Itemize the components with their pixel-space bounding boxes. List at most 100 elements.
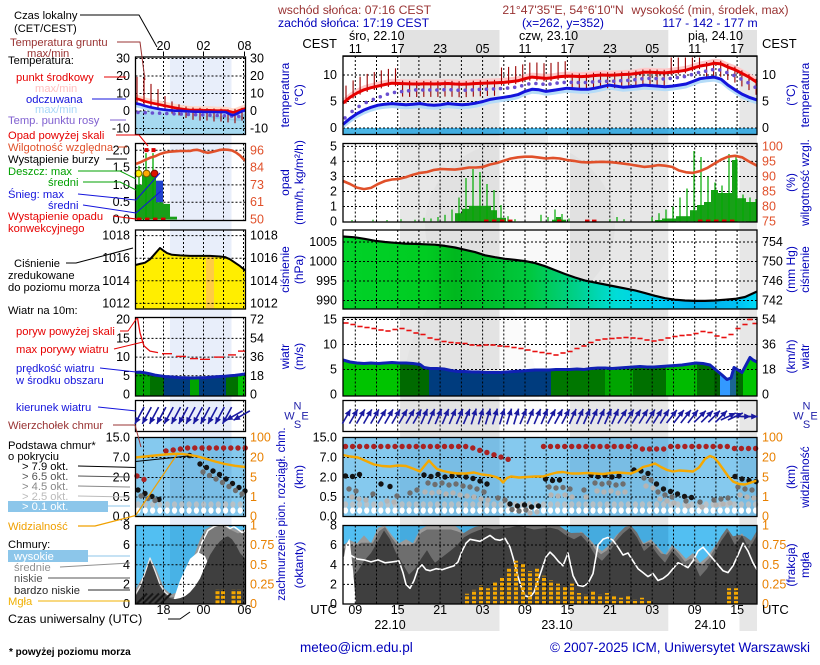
svg-text:08: 08: [238, 39, 252, 53]
svg-text:widzialność: widzialność: [798, 446, 812, 508]
svg-text:750: 750: [762, 255, 783, 269]
svg-text:(°C): (°C): [292, 84, 306, 105]
svg-text:1: 1: [762, 490, 769, 504]
svg-text:84: 84: [250, 161, 264, 175]
svg-text:średni: średni: [48, 200, 78, 212]
svg-text:Deszcz: max: Deszcz: max: [8, 166, 72, 178]
svg-text:E: E: [810, 411, 817, 423]
svg-text:zachmurzenie: zachmurzenie: [276, 529, 288, 601]
svg-text:Śnieg: max: Śnieg: max: [8, 188, 64, 201]
svg-text:max/min: max/min: [35, 83, 77, 95]
svg-text:5: 5: [250, 471, 257, 485]
svg-text:8: 8: [123, 519, 130, 533]
svg-text:1012: 1012: [102, 296, 130, 310]
svg-text:(°C): (°C): [784, 84, 798, 105]
svg-text:max/min: max/min: [35, 104, 77, 116]
svg-text:Temp. punktu rosy: Temp. punktu rosy: [8, 115, 100, 127]
svg-text:1: 1: [250, 490, 257, 504]
svg-text:meteo@icm.edu.pl: meteo@icm.edu.pl: [300, 640, 413, 655]
svg-text:2.0: 2.0: [113, 143, 130, 157]
svg-text:w środku obszaru: w środku obszaru: [15, 375, 104, 387]
svg-text:30: 30: [250, 52, 264, 66]
svg-text:06: 06: [238, 603, 252, 617]
svg-text:5: 5: [330, 363, 337, 377]
svg-text:Mgła: Mgła: [8, 596, 33, 608]
svg-text:11: 11: [688, 42, 701, 56]
svg-text:-10: -10: [250, 122, 268, 136]
svg-text:Wierzchołek chmur: Wierzchołek chmur: [8, 420, 103, 432]
svg-text:18: 18: [250, 369, 264, 383]
svg-text:20: 20: [157, 39, 171, 53]
svg-text:5: 5: [123, 369, 130, 383]
svg-text:punkt środkowy: punkt środkowy: [16, 72, 94, 84]
svg-text:2: 2: [330, 577, 337, 591]
svg-text:(hPa): (hPa): [292, 255, 306, 284]
svg-text:pion. rozciągł. chm.: pion. rozciągł. chm.: [276, 427, 288, 526]
svg-text:2.0: 2.0: [320, 471, 337, 485]
svg-text:0: 0: [123, 597, 130, 611]
svg-text:UTC: UTC: [762, 602, 789, 617]
svg-text:0.0: 0.0: [320, 510, 337, 524]
svg-text:10: 10: [116, 350, 130, 364]
svg-text:5: 5: [330, 95, 337, 109]
svg-text:Wilgotność względna: Wilgotność względna: [8, 142, 114, 154]
svg-text:21°47'35"E, 54°6'10"N: 21°47'35"E, 54°6'10"N: [502, 3, 623, 17]
svg-text:0: 0: [250, 510, 257, 524]
svg-text:17: 17: [391, 42, 405, 56]
svg-text:śro, 22.10: śro, 22.10: [349, 29, 405, 43]
svg-text:54: 54: [250, 331, 264, 345]
svg-text:1: 1: [250, 519, 257, 533]
svg-text:30: 30: [116, 52, 130, 66]
svg-text:990: 990: [316, 294, 337, 308]
svg-text:max porywy wiatru: max porywy wiatru: [16, 344, 109, 356]
svg-text:1000: 1000: [309, 255, 337, 269]
svg-text:średni: średni: [48, 177, 78, 189]
svg-text:7.0: 7.0: [113, 451, 130, 465]
svg-text:Opad powyżej skali: Opad powyżej skali: [8, 130, 104, 142]
svg-text:* powyżej poziomu morza: * powyżej poziomu morza: [9, 647, 131, 658]
svg-text:0: 0: [123, 104, 130, 118]
svg-text:(oktanty): (oktanty): [292, 542, 306, 589]
svg-text:CEST: CEST: [762, 36, 797, 51]
svg-text:> 4.5 okt.: > 4.5 okt.: [22, 481, 68, 493]
svg-text:W: W: [793, 411, 804, 423]
svg-text:5: 5: [762, 471, 769, 485]
svg-text:20: 20: [762, 451, 776, 465]
svg-text:72: 72: [250, 313, 264, 327]
svg-text:0.0: 0.0: [113, 213, 130, 227]
svg-text:0.75: 0.75: [762, 538, 786, 552]
svg-text:wysokie: wysokie: [13, 551, 54, 563]
svg-text:N: N: [803, 401, 811, 413]
svg-text:96: 96: [250, 143, 264, 157]
svg-text:10: 10: [323, 338, 337, 352]
svg-text:Wystąpienie opadu: Wystąpienie opadu: [8, 211, 103, 223]
svg-text:o pokryciu: o pokryciu: [8, 451, 59, 463]
svg-text:05: 05: [476, 42, 490, 56]
svg-text:(km/h): (km/h): [784, 340, 798, 374]
svg-text:20: 20: [116, 69, 130, 83]
svg-text:22.10: 22.10: [374, 618, 405, 632]
svg-text:21: 21: [603, 603, 617, 617]
svg-text:prędkość wiatru: prędkość wiatru: [16, 363, 94, 375]
svg-text:05: 05: [645, 42, 659, 56]
svg-text:1016: 1016: [102, 251, 130, 265]
svg-text:odczuwana: odczuwana: [26, 94, 83, 106]
svg-text:0: 0: [330, 597, 337, 611]
svg-text:E: E: [301, 411, 308, 423]
svg-text:zachód słońca: 17:19 CEST: zachód słońca: 17:19 CEST: [278, 16, 430, 30]
svg-text:(%): (%): [784, 173, 798, 192]
svg-text:wiatr: wiatr: [798, 344, 812, 370]
svg-text:poryw powyżej skali: poryw powyżej skali: [16, 326, 115, 338]
svg-text:0: 0: [123, 388, 130, 402]
svg-text:0: 0: [330, 215, 337, 229]
svg-text:wiatr: wiatr: [278, 344, 292, 370]
svg-text:Podstawa chmur*: Podstawa chmur*: [8, 440, 96, 452]
svg-text:15.0: 15.0: [106, 431, 130, 445]
svg-text:1018: 1018: [250, 229, 278, 243]
svg-text:4: 4: [123, 558, 130, 572]
svg-text:15: 15: [391, 603, 405, 617]
svg-text:36: 36: [762, 338, 776, 352]
svg-text:0.25: 0.25: [762, 577, 786, 591]
svg-text:0: 0: [330, 388, 337, 402]
svg-text:pią, 24.10: pią, 24.10: [688, 29, 743, 43]
